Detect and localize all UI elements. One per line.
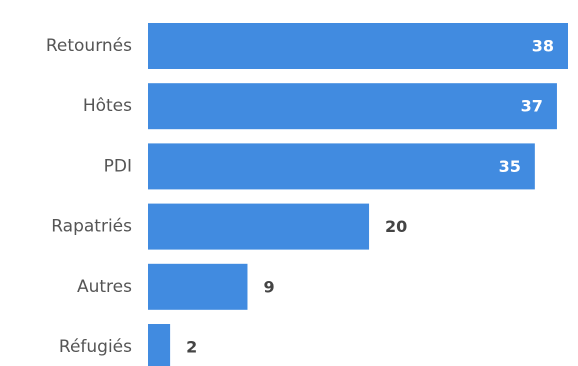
bar-rapatries	[148, 203, 370, 250]
category-label-hotes: Hôtes	[83, 96, 132, 116]
value-label-pdi: 35	[499, 157, 521, 176]
bar-autres	[148, 263, 248, 310]
value-label-refugies: 2	[186, 338, 197, 357]
bar-refugies	[148, 324, 171, 366]
value-labels: 38 37 35 20 9 2	[186, 37, 554, 357]
category-label-rapatries: Rapatriés	[51, 217, 132, 237]
category-label-autres: Autres	[77, 277, 132, 297]
value-label-hotes: 37	[521, 97, 543, 116]
value-label-autres: 9	[263, 277, 274, 296]
value-label-rapatries: 20	[385, 217, 407, 236]
bar-pdi	[148, 143, 535, 190]
category-label-retournes: Retournés	[46, 36, 132, 56]
bar-hotes	[148, 83, 557, 130]
value-label-retournes: 38	[532, 37, 554, 56]
category-label-pdi: PDI	[104, 156, 132, 176]
bar-retournes	[148, 23, 568, 69]
bars	[148, 23, 568, 366]
category-label-refugies: Réfugiés	[59, 337, 132, 357]
category-labels: Retournés Hôtes PDI Rapatriés Autres Réfugiés	[46, 36, 132, 357]
